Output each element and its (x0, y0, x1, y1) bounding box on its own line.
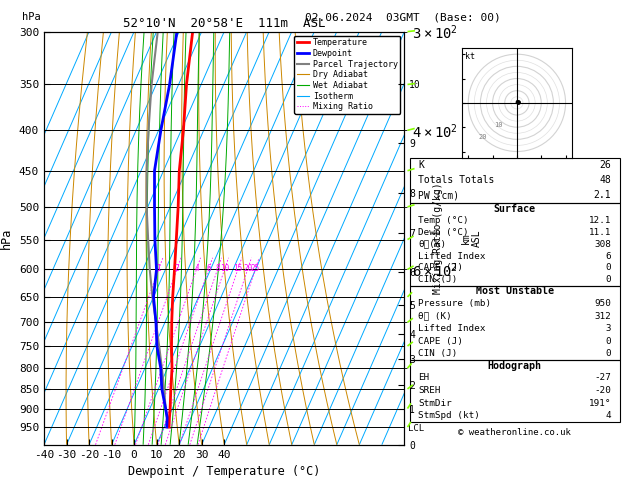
Text: 20: 20 (479, 134, 487, 140)
Legend: Temperature, Dewpoint, Parcel Trajectory, Dry Adiabat, Wet Adiabat, Isotherm, Mi: Temperature, Dewpoint, Parcel Trajectory… (294, 36, 400, 114)
Text: 4: 4 (606, 411, 611, 420)
Text: K: K (418, 160, 425, 170)
Text: CAPE (J): CAPE (J) (418, 263, 464, 272)
Text: Totals Totals: Totals Totals (418, 175, 495, 185)
Text: 25: 25 (251, 264, 260, 273)
Text: 308: 308 (594, 240, 611, 249)
Text: Surface: Surface (494, 204, 536, 214)
Text: 48: 48 (599, 175, 611, 185)
Text: 8: 8 (215, 264, 220, 273)
Text: Hodograph: Hodograph (488, 361, 542, 371)
Text: kt: kt (465, 52, 475, 61)
X-axis label: Dewpoint / Temperature (°C): Dewpoint / Temperature (°C) (128, 465, 320, 478)
Text: 02.06.2024  03GMT  (Base: 00): 02.06.2024 03GMT (Base: 00) (304, 12, 501, 22)
Text: Temp (°C): Temp (°C) (418, 216, 469, 225)
Text: 1: 1 (157, 264, 161, 273)
Text: 15: 15 (233, 264, 243, 273)
Text: 11.1: 11.1 (589, 228, 611, 237)
Text: 2: 2 (175, 264, 179, 273)
Text: StmDir: StmDir (418, 399, 452, 408)
Text: θᴄ (K): θᴄ (K) (418, 312, 452, 321)
Y-axis label: km
ASL: km ASL (460, 229, 482, 247)
Text: 312: 312 (594, 312, 611, 321)
Text: Lifted Index: Lifted Index (418, 252, 486, 260)
Bar (410, 203, 620, 286)
Bar (410, 157, 620, 203)
Text: -27: -27 (594, 373, 611, 382)
Text: 3: 3 (606, 324, 611, 333)
Text: StmSpd (kt): StmSpd (kt) (418, 411, 481, 420)
Text: Mixing Ratio (g/kg): Mixing Ratio (g/kg) (433, 182, 443, 294)
Text: 10: 10 (494, 122, 503, 128)
Text: © weatheronline.co.uk: © weatheronline.co.uk (459, 428, 571, 437)
Text: SREH: SREH (418, 386, 441, 395)
Text: 26: 26 (599, 160, 611, 170)
Text: hPa: hPa (22, 12, 41, 22)
Text: 0: 0 (606, 337, 611, 346)
Text: Dewp (°C): Dewp (°C) (418, 228, 469, 237)
Text: LCL: LCL (408, 424, 424, 434)
Text: CAPE (J): CAPE (J) (418, 337, 464, 346)
Text: 0: 0 (606, 263, 611, 272)
Text: 4: 4 (194, 264, 199, 273)
Text: Lifted Index: Lifted Index (418, 324, 486, 333)
Text: CIN (J): CIN (J) (418, 349, 458, 358)
Text: 191°: 191° (589, 399, 611, 408)
Text: 10: 10 (220, 264, 229, 273)
Text: 950: 950 (594, 299, 611, 308)
Text: 6: 6 (606, 252, 611, 260)
Text: -20: -20 (594, 386, 611, 395)
Text: 0: 0 (606, 275, 611, 284)
Text: CIN (J): CIN (J) (418, 275, 458, 284)
Text: 6: 6 (206, 264, 211, 273)
Text: Most Unstable: Most Unstable (476, 286, 554, 296)
Text: 0: 0 (606, 349, 611, 358)
Y-axis label: hPa: hPa (1, 227, 13, 249)
Bar (410, 286, 620, 360)
Text: EH: EH (418, 373, 430, 382)
Text: θᴄ(K): θᴄ(K) (418, 240, 447, 249)
Text: 12.1: 12.1 (589, 216, 611, 225)
Text: 2.1: 2.1 (594, 191, 611, 200)
Text: Pressure (mb): Pressure (mb) (418, 299, 492, 308)
Bar (410, 360, 620, 422)
Title: 52°10'N  20°58'E  111m  ASL: 52°10'N 20°58'E 111m ASL (123, 17, 325, 31)
Text: PW (cm): PW (cm) (418, 191, 460, 200)
Text: 20: 20 (243, 264, 252, 273)
